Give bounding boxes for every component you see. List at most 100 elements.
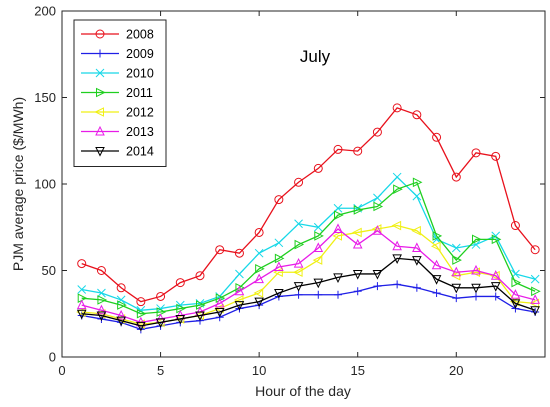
data-point (412, 242, 422, 253)
data-point (116, 295, 126, 305)
legend-marker (96, 87, 106, 98)
data-point (76, 299, 87, 310)
x-tick-label: 0 (58, 363, 65, 378)
data-point (451, 172, 461, 182)
data-point (432, 288, 441, 297)
data-point (490, 270, 500, 281)
legend-marker (95, 125, 105, 136)
data-point (175, 278, 185, 288)
y-tick-label: 150 (34, 90, 56, 105)
data-point (312, 255, 323, 265)
legend-marker (96, 49, 104, 58)
y-tick-label: 100 (34, 177, 56, 192)
data-point (412, 283, 421, 292)
data-point (294, 177, 304, 187)
data-point (332, 231, 342, 241)
data-point (510, 289, 521, 299)
data-point (372, 225, 383, 235)
data-point (195, 311, 205, 322)
legend-item-2010: 2010 (81, 67, 154, 81)
data-point (333, 273, 343, 284)
legend-marker (95, 68, 105, 78)
data-point (392, 172, 402, 182)
data-point (372, 127, 382, 137)
x-tick-label: 10 (252, 363, 266, 378)
data-point (452, 294, 461, 303)
data-point (530, 306, 540, 316)
series-2011 (77, 177, 541, 319)
data-point (510, 299, 521, 309)
data-point (491, 292, 500, 301)
legend-marker (95, 147, 105, 157)
data-point (117, 300, 127, 310)
data-point (510, 221, 520, 231)
legend-box (73, 19, 167, 167)
series-line (81, 257, 536, 327)
legend-marker (94, 107, 104, 117)
y-tick-label: 0 (49, 350, 56, 365)
data-point (392, 254, 402, 265)
data-point (333, 144, 343, 154)
legend-label: 2009 (126, 47, 154, 61)
data-point (372, 269, 383, 280)
data-point (314, 290, 323, 299)
legend-item-2014: 2014 (81, 145, 154, 159)
data-point (431, 259, 442, 270)
data-point (391, 220, 402, 231)
data-point (432, 132, 442, 142)
data-point (254, 227, 264, 237)
data-point (412, 191, 422, 201)
data-point (254, 248, 264, 258)
series-line (81, 107, 536, 303)
legend-marker (95, 29, 105, 39)
data-point (156, 291, 166, 301)
data-point (313, 163, 323, 173)
data-point (333, 203, 343, 213)
data-point (293, 257, 304, 268)
legend-item-2012: 2012 (81, 106, 154, 120)
data-point (471, 283, 481, 294)
data-point (530, 274, 540, 284)
data-point (254, 273, 264, 284)
legend-label: 2013 (126, 125, 154, 139)
data-point (196, 300, 206, 310)
data-point (253, 288, 264, 298)
data-point (136, 297, 146, 307)
data-point (352, 269, 363, 280)
data-point (234, 285, 245, 296)
data-point (412, 110, 422, 120)
data-point (155, 318, 166, 329)
legend-item-2008: 2008 (81, 28, 154, 42)
data-point (274, 253, 285, 264)
data-point (451, 266, 462, 277)
data-point (373, 282, 382, 291)
data-point (176, 303, 186, 314)
data-point (116, 283, 126, 293)
data-point (411, 225, 421, 236)
data-point (195, 271, 205, 281)
data-point (353, 146, 363, 156)
legend-item-2013: 2013 (81, 125, 154, 139)
data-point (116, 309, 126, 320)
data-point (293, 282, 304, 292)
data-point (156, 307, 167, 317)
data-point (255, 263, 265, 274)
data-point (214, 308, 225, 318)
data-point (136, 308, 147, 319)
data-point (274, 195, 284, 205)
data-point (491, 234, 502, 245)
data-point (274, 261, 284, 272)
data-point (215, 245, 225, 255)
series-2014 (76, 254, 540, 332)
data-point (393, 184, 403, 194)
legend: 2008 2009 2010 2011 2012 2013 2014 (73, 19, 167, 167)
data-point (490, 270, 501, 280)
legend-label: 2014 (126, 145, 154, 159)
data-point (491, 151, 501, 161)
chart-title: July (300, 47, 331, 66)
series-layer (76, 103, 541, 334)
data-point (412, 177, 423, 188)
